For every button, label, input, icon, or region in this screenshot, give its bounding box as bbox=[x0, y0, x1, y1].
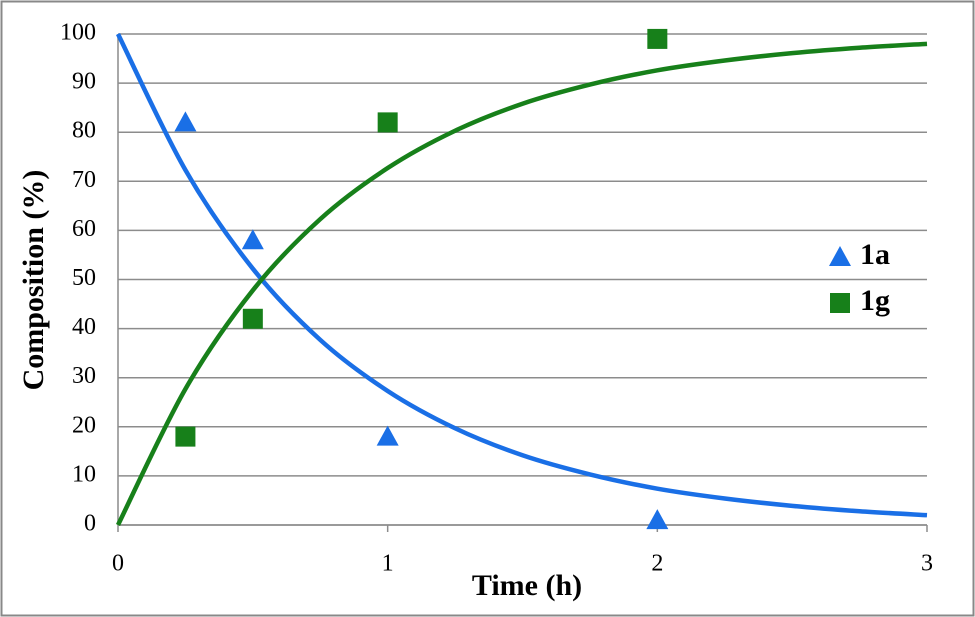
x-tick-label: 3 bbox=[921, 551, 933, 577]
y-tick-label: 70 bbox=[72, 167, 96, 193]
x-tick-label: 0 bbox=[112, 551, 124, 577]
marker-square bbox=[175, 426, 196, 447]
fit-curve bbox=[115, 41, 928, 526]
marker-triangle bbox=[174, 111, 197, 132]
y-tick-label: 80 bbox=[72, 118, 96, 144]
x-axis-label: Time (h) bbox=[472, 569, 582, 602]
y-axis-label: Composition (%) bbox=[17, 170, 50, 391]
y-tick-label: 40 bbox=[72, 314, 96, 340]
legend-marker bbox=[830, 293, 850, 313]
y-tick-label: 90 bbox=[72, 69, 96, 95]
y-tick-label: 30 bbox=[72, 363, 96, 389]
y-tick-label: 50 bbox=[72, 265, 96, 291]
marker-square bbox=[377, 112, 398, 133]
x-tick-label: 1 bbox=[382, 551, 394, 577]
y-tick-label: 10 bbox=[72, 461, 96, 487]
marker-triangle bbox=[241, 229, 264, 250]
x-tick-label: 2 bbox=[651, 551, 663, 577]
y-tick-label: 20 bbox=[72, 412, 96, 438]
legend-label: 1g bbox=[860, 284, 890, 317]
marker-triangle bbox=[646, 509, 669, 530]
marker-triangle bbox=[376, 425, 399, 446]
y-tick-label: 100 bbox=[60, 20, 96, 46]
marker-square bbox=[242, 308, 263, 329]
marker-square bbox=[647, 28, 668, 49]
fit-curve bbox=[115, 33, 928, 518]
y-tick-label: 0 bbox=[84, 511, 96, 537]
legend-label: 1a bbox=[860, 238, 890, 271]
y-tick-label: 60 bbox=[72, 216, 96, 242]
legend-marker bbox=[829, 246, 851, 266]
